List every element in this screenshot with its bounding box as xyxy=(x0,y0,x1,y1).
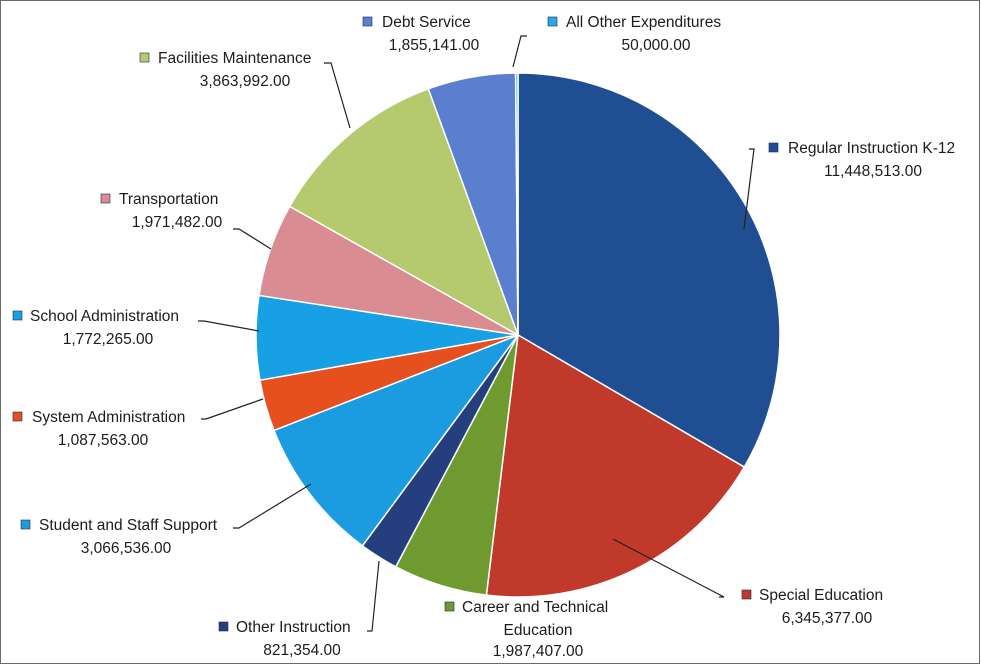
slice-all-other-expenditures[interactable] xyxy=(514,72,519,336)
legend-swatch-all-other-expenditures xyxy=(547,16,558,27)
legend-swatch-transportation xyxy=(100,193,111,204)
label-value-special-education: 6,345,377.00 xyxy=(782,610,873,627)
legend-swatch-regular-instruction-k-12 xyxy=(768,142,779,153)
leader-line-other-instruction xyxy=(367,560,380,632)
label-name-system-administration: System Administration xyxy=(32,409,185,426)
label-value-facilities-maintenance: 3,863,992.00 xyxy=(200,73,291,90)
slice-facilities-maintenance[interactable] xyxy=(288,88,519,336)
slice-student-and-staff-support[interactable] xyxy=(273,334,519,547)
legend-swatch-school-administration xyxy=(12,310,23,321)
label-value-school-administration: 1,772,265.00 xyxy=(63,331,154,348)
label-name-debt-service: Debt Service xyxy=(382,14,471,31)
slice-regular-instruction-k-12[interactable] xyxy=(517,72,781,468)
leader-line-regular-instruction-k-12 xyxy=(743,148,755,230)
leader-line-facilities-maintenance xyxy=(324,62,351,129)
label-value-debt-service: 1,855,141.00 xyxy=(389,37,480,54)
leader-lines xyxy=(198,35,755,632)
legend-swatch-system-administration xyxy=(12,411,23,422)
leader-line-transportation xyxy=(233,228,272,250)
leader-line-all-other-expenditures xyxy=(512,35,527,68)
legend-swatch-career-and-technical-education xyxy=(444,601,455,612)
legend-swatch-special-education xyxy=(741,589,752,600)
leader-line-school-administration xyxy=(198,320,260,332)
label-value-all-other-expenditures: 50,000.00 xyxy=(622,37,691,54)
legend-swatch-debt-service xyxy=(362,16,373,27)
label-name-school-administration: School Administration xyxy=(30,308,179,325)
data-labels: Regular Instruction K-12 11,448,513.00 Spe… xyxy=(12,14,955,660)
label-value-other-instruction: 821,354.00 xyxy=(263,642,341,659)
label-value-regular-instruction-k-12: 11,448,513.00 xyxy=(824,163,922,180)
label-value-transportation: 1,971,482.00 xyxy=(132,214,223,231)
label-value-system-administration: 1,087,563.00 xyxy=(58,432,149,449)
label-name-facilities-maintenance: Facilities Maintenance xyxy=(158,50,311,67)
label-name-career-and-technical-education: Career and Technical Education xyxy=(462,599,608,639)
pie-slices xyxy=(255,72,781,598)
slice-special-education[interactable] xyxy=(485,334,746,598)
label-value-student-and-staff-support: 3,066,536.00 xyxy=(81,540,172,557)
leader-line-system-administration xyxy=(201,398,264,420)
legend-swatch-facilities-maintenance xyxy=(139,52,150,63)
label-name-transportation: Transportation xyxy=(119,191,218,208)
legend-swatch-other-instruction xyxy=(218,621,229,632)
legend-swatch-student-and-staff-support xyxy=(20,519,31,530)
label-name-regular-instruction-k-12: Regular Instruction K-12 xyxy=(788,140,955,157)
label-name-other-instruction: Other Instruction xyxy=(236,619,351,636)
label-value-career-and-technical-education: 1,987,407.00 xyxy=(493,643,584,660)
label-name-student-and-staff-support: Student and Staff Support xyxy=(39,517,218,534)
label-name-all-other-expenditures: All Other Expenditures xyxy=(566,14,721,31)
leader-line-special-education xyxy=(612,538,725,598)
leader-line-student-and-staff-support xyxy=(233,483,312,529)
label-name-special-education: Special Education xyxy=(759,587,883,604)
